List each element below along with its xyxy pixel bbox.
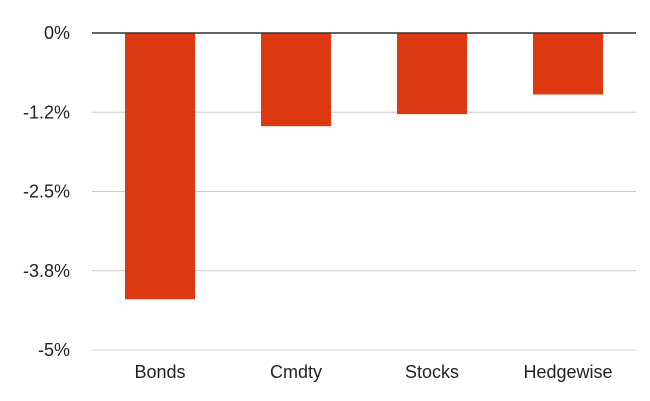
y-tick-label: -1.2% — [23, 102, 70, 122]
y-tick-label: -2.5% — [23, 182, 70, 202]
x-category-label: Stocks — [405, 362, 459, 382]
y-tick-label: 0% — [44, 23, 70, 43]
y-tick-label: -3.8% — [23, 261, 70, 281]
x-category-label: Cmdty — [270, 362, 322, 382]
x-axis-category-labels: Bonds Cmdty Stocks Hedgewise — [134, 362, 612, 382]
bar-cmdty — [261, 33, 331, 127]
bar-bonds — [125, 33, 195, 300]
x-category-label: Bonds — [134, 362, 185, 382]
bars — [125, 33, 603, 300]
bar-hedgewise — [533, 33, 603, 95]
bar-stocks — [397, 33, 467, 115]
x-category-label: Hedgewise — [523, 362, 612, 382]
y-tick-label: -5% — [38, 340, 70, 360]
y-axis-tick-labels: 0% -1.2% -2.5% -3.8% -5% — [23, 23, 70, 360]
